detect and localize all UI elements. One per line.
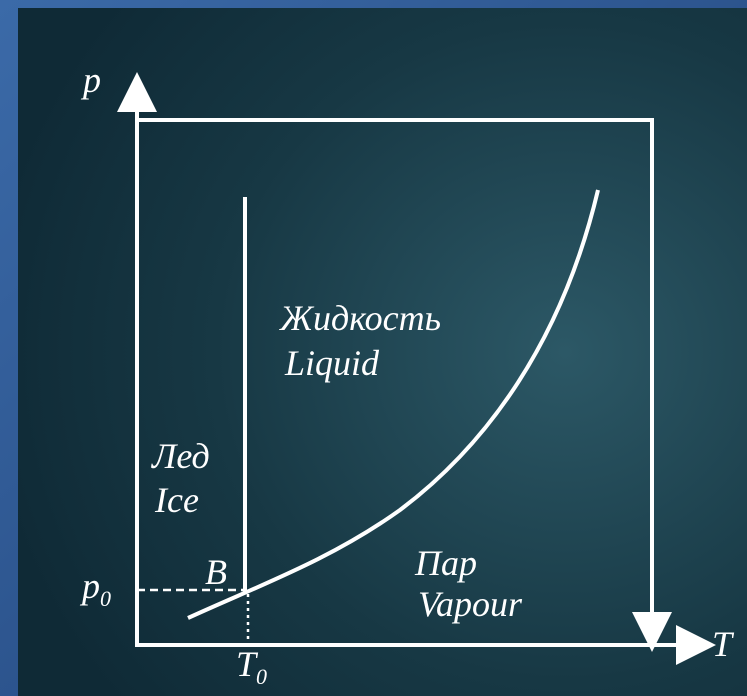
frost-background: [18, 8, 747, 696]
x-axis-label: T: [712, 624, 735, 664]
y-axis-label: p: [80, 60, 101, 100]
p0-sub: 0: [100, 586, 111, 611]
point-b: B: [205, 552, 227, 592]
liquid-ru: Жидкость: [279, 298, 441, 338]
ice-ru: Лед: [151, 436, 210, 476]
ice-en: Ice: [154, 480, 199, 520]
liquid-en: Liquid: [284, 343, 380, 383]
p0-base: p: [79, 566, 100, 606]
page: p T Жидкость Liquid Лед Ice B Пар Vapour…: [0, 0, 747, 696]
diagram: p T Жидкость Liquid Лед Ice B Пар Vapour…: [0, 0, 747, 696]
T0-sub: 0: [256, 664, 267, 689]
vapour-en: Vapour: [418, 584, 523, 624]
vapour-ru: Пар: [414, 543, 477, 583]
